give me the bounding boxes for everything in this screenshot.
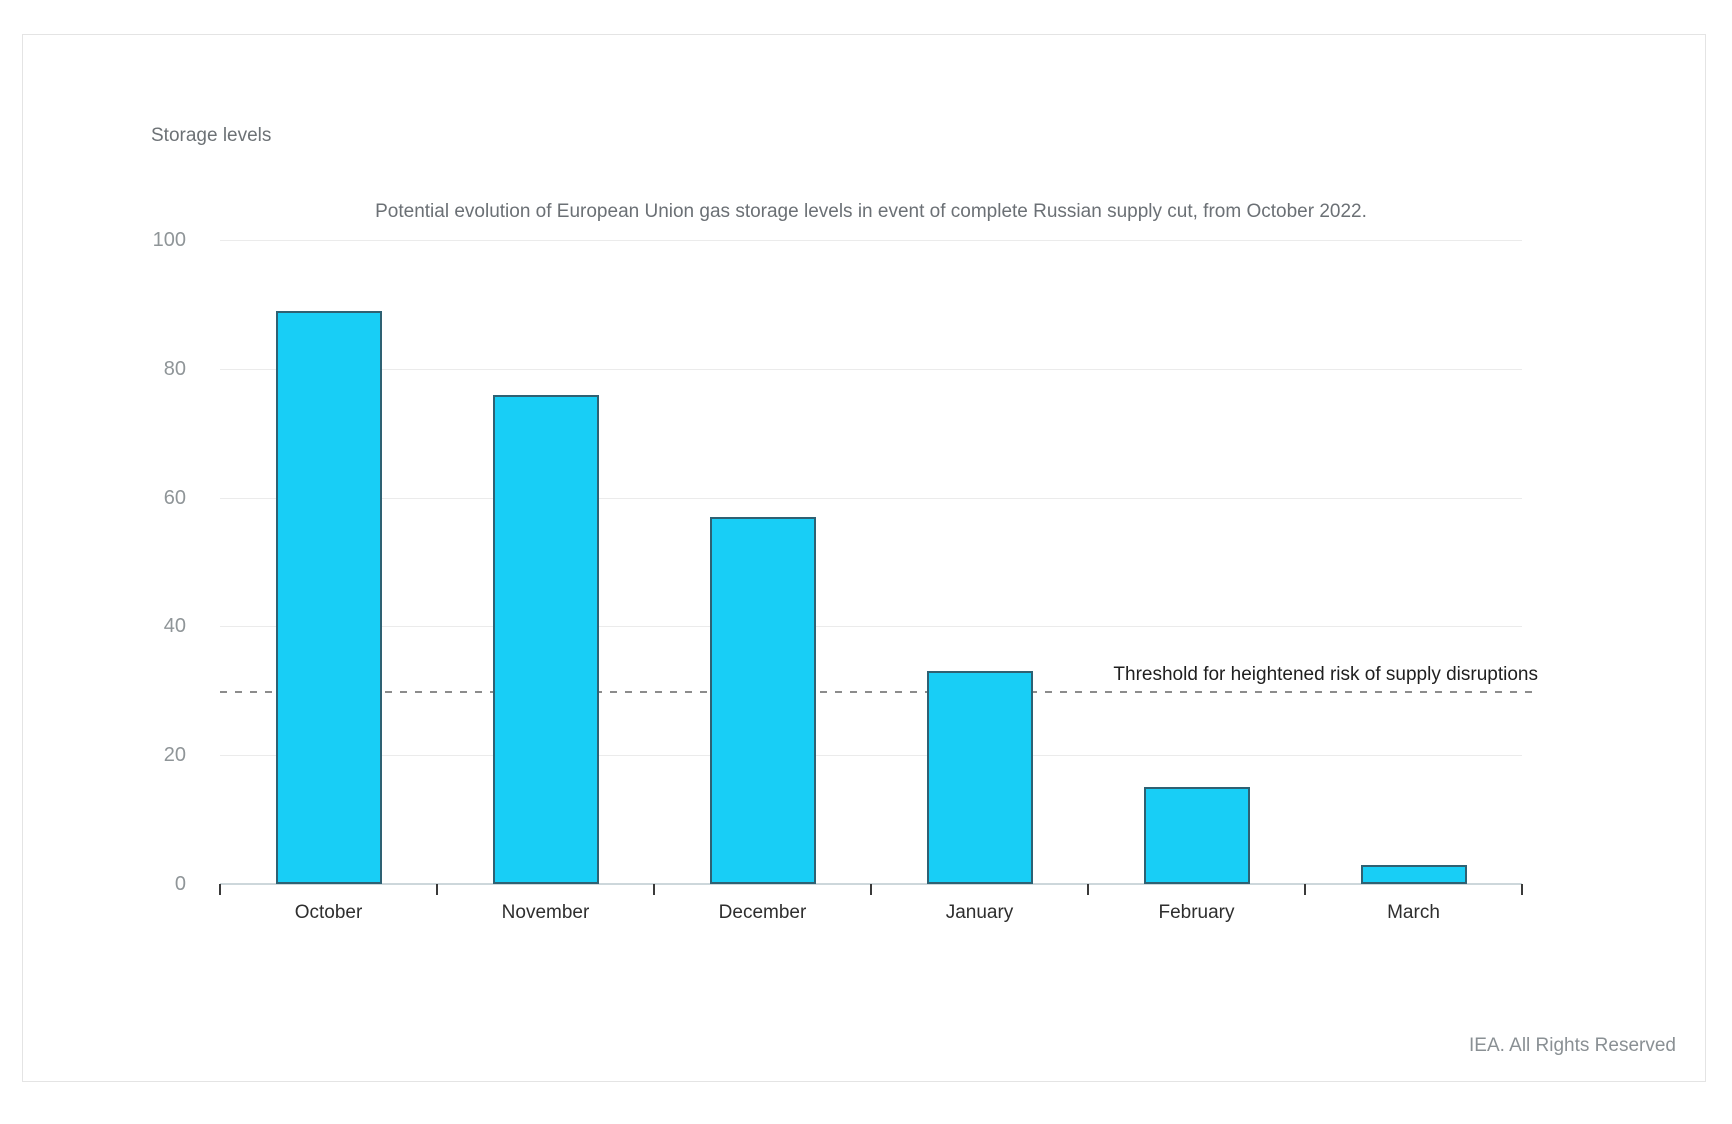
x-tick-label-november: November bbox=[501, 902, 590, 923]
x-tick bbox=[436, 884, 438, 895]
y-axis-title: Storage levels bbox=[151, 125, 272, 146]
chart-card: Storage levels Potential evolution of Eu… bbox=[22, 34, 1706, 1082]
x-tick-label-january: January bbox=[945, 902, 1014, 923]
x-tick-label-march: March bbox=[1387, 902, 1440, 923]
x-tick-label-february: February bbox=[1158, 902, 1235, 923]
plot-area: Threshold for heightened risk of supply … bbox=[153, 229, 1538, 923]
threshold-label: Threshold for heightened risk of supply … bbox=[1113, 663, 1538, 685]
copyright-footer: IEA. All Rights Reserved bbox=[1469, 1035, 1676, 1056]
y-tick-label-100: 100 bbox=[152, 229, 186, 251]
x-tick bbox=[653, 884, 655, 895]
bar-february[interactable] bbox=[1143, 787, 1250, 884]
y-tick-label-20: 20 bbox=[163, 744, 186, 767]
x-tick bbox=[870, 884, 872, 895]
chart-title: Potential evolution of European Union ga… bbox=[375, 201, 1367, 222]
x-tick-label-december: December bbox=[718, 902, 807, 923]
gridline-20 bbox=[220, 755, 1522, 757]
x-tick bbox=[219, 884, 221, 895]
x-tick-label-october: October bbox=[294, 902, 363, 923]
y-tick-label-60: 60 bbox=[163, 486, 186, 509]
bar-december[interactable] bbox=[709, 516, 816, 884]
x-tick bbox=[1521, 884, 1523, 895]
gridline-40 bbox=[220, 626, 1522, 628]
threshold-line bbox=[220, 690, 1538, 693]
y-tick-label-80: 80 bbox=[163, 357, 186, 380]
y-tick-label-0: 0 bbox=[174, 873, 186, 895]
x-tick bbox=[1304, 884, 1306, 895]
gridline-80 bbox=[220, 368, 1522, 370]
y-tick-label-40: 40 bbox=[163, 615, 186, 638]
bar-october[interactable] bbox=[275, 310, 382, 884]
bar-january[interactable] bbox=[926, 671, 1033, 884]
gridline-100 bbox=[220, 240, 1522, 241]
bar-march[interactable] bbox=[1360, 864, 1467, 884]
gridline-60 bbox=[220, 497, 1522, 499]
bar-november[interactable] bbox=[492, 394, 599, 884]
x-tick bbox=[1087, 884, 1089, 895]
